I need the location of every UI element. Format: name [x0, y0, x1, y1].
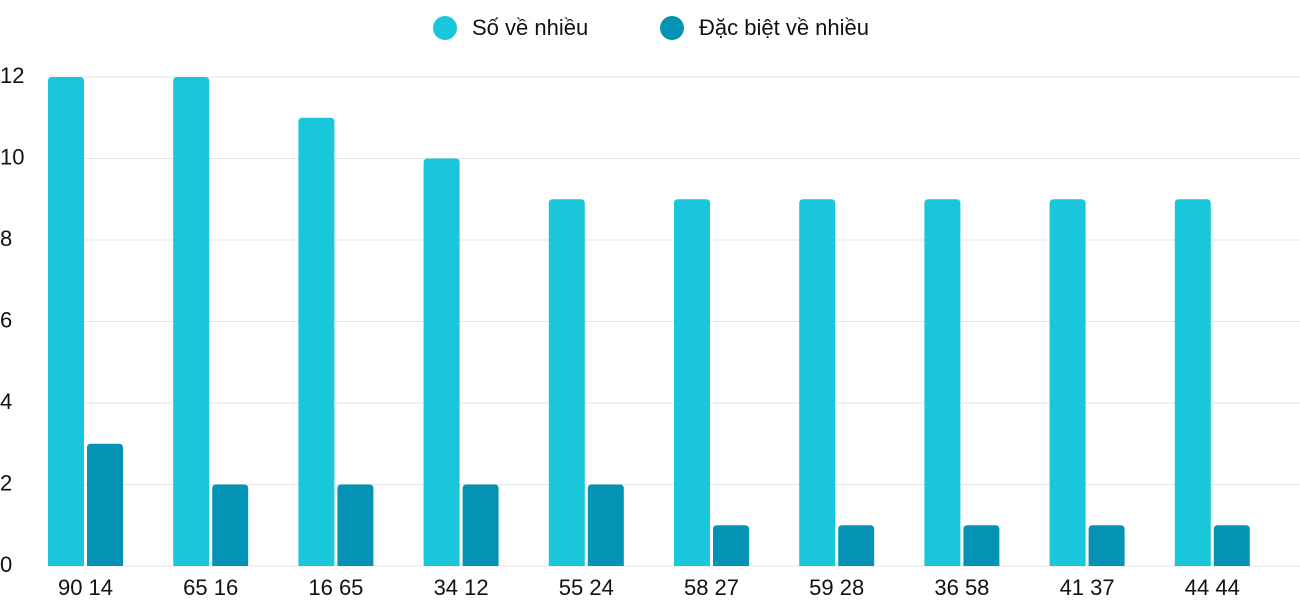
x-tick-label: 41 37 [1060, 575, 1115, 600]
y-tick-label: 2 [0, 470, 12, 495]
y-tick-label: 8 [0, 226, 12, 251]
bar [48, 77, 84, 566]
bar [1049, 199, 1086, 566]
bar [548, 199, 585, 566]
x-tick-label: 65 16 [183, 575, 238, 600]
bar [423, 158, 460, 566]
x-tick-label: 55 24 [559, 575, 614, 600]
x-tick-label: 16 65 [308, 575, 363, 600]
bar [713, 525, 749, 566]
y-tick-label: 4 [0, 389, 12, 414]
legend-label: Số về nhiều [472, 15, 588, 40]
bar [1174, 199, 1211, 566]
bar [298, 117, 335, 566]
x-tick-label: 58 27 [684, 575, 739, 600]
legend-marker [433, 16, 457, 40]
bar [337, 484, 374, 566]
legend-marker [660, 16, 684, 40]
x-tick-label: 59 28 [809, 575, 864, 600]
x-tick-label: 34 12 [434, 575, 489, 600]
bar [924, 199, 961, 566]
bar [587, 484, 624, 566]
x-tick-label: 36 58 [934, 575, 989, 600]
bar [838, 525, 875, 566]
bar [173, 77, 210, 566]
y-tick-label: 0 [0, 552, 12, 577]
legend-label: Đặc biệt về nhiều [699, 15, 869, 40]
bar [963, 525, 1000, 566]
bar [462, 484, 499, 566]
bar [674, 199, 710, 566]
bar [799, 199, 836, 566]
y-tick-label: 12 [0, 63, 24, 88]
bar [1088, 525, 1125, 566]
x-tick-label: 44 44 [1185, 575, 1240, 600]
y-tick-label: 6 [0, 307, 12, 332]
bar [1213, 525, 1250, 566]
bar [87, 443, 123, 566]
x-tick-label: 90 14 [58, 575, 113, 600]
y-tick-label: 10 [0, 144, 24, 169]
bar [212, 484, 249, 566]
